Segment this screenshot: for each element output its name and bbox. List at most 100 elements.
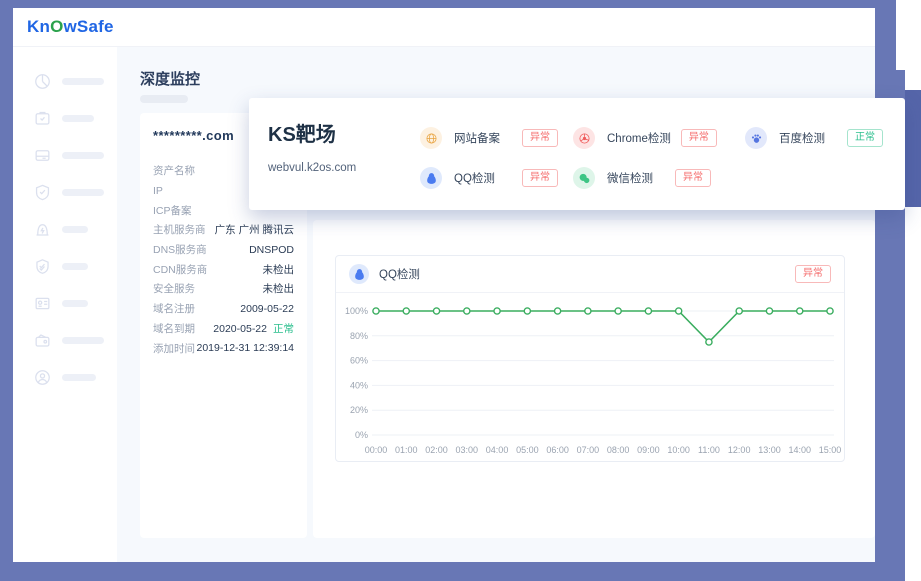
globe-icon — [420, 127, 442, 149]
detection-name: 网站备案 — [454, 133, 500, 145]
assets-box-icon — [35, 111, 50, 125]
sidebar-item-assets[interactable] — [13, 100, 117, 137]
svg-text:04:00: 04:00 — [486, 445, 509, 455]
asset-row-label: IP — [153, 184, 163, 197]
sidebar-label-skeleton — [62, 263, 88, 270]
asset-row-label: ICP备案 — [153, 204, 192, 217]
svg-text:07:00: 07:00 — [577, 445, 600, 455]
alarm-icon — [36, 224, 49, 236]
sidebar-item-dashboard[interactable] — [13, 63, 117, 100]
subtitle-skeleton — [140, 95, 188, 103]
asset-row-label: 域名到期 — [153, 322, 195, 335]
sidebar-label-skeleton — [62, 300, 88, 307]
detection-item-baidu[interactable]: 百度检测 正常 — [745, 127, 905, 149]
sidebar-nav — [13, 47, 117, 562]
asset-row-label: 主机服务商 — [153, 224, 206, 237]
svg-text:14:00: 14:00 — [788, 445, 811, 455]
next-card-peek-edge — [905, 90, 921, 207]
qq-line-chart: 0% 20% 40% 60% 80% 100% 00:00 01:00 02:00 03:00 04… — [345, 306, 842, 455]
svg-text:10:00: 10:00 — [667, 445, 690, 455]
detection-item-website-record[interactable]: 网站备案 异常 — [420, 127, 573, 149]
sidebar-item-wallet[interactable] — [13, 322, 117, 359]
asset-row-label: 域名注册 — [153, 303, 195, 316]
svg-text:03:00: 03:00 — [456, 445, 479, 455]
sidebar-item-id-card[interactable] — [13, 285, 117, 322]
knowsafe-logo[interactable]: KnOwSafe — [27, 17, 114, 37]
detection-status-badge: 异常 — [522, 129, 558, 147]
detection-status-badge: 异常 — [522, 169, 558, 187]
qq-icon — [349, 264, 369, 284]
target-summary-card: KS靶场 webvul.k2os.com 网站备案 异常 QQ检测 异常 — [249, 98, 905, 210]
asset-row-value: 2009-05-22 — [240, 302, 294, 315]
svg-text:08:00: 08:00 — [607, 445, 630, 455]
asset-row-value: 未检出 — [262, 263, 295, 276]
svg-text:15:00: 15:00 — [819, 445, 842, 455]
chart-status-badge: 异常 — [795, 265, 831, 283]
svg-text:06:00: 06:00 — [546, 445, 569, 455]
logo-text-post: wSafe — [63, 17, 114, 36]
target-head: KS靶场 webvul.k2os.com — [268, 118, 420, 210]
target-title: KS靶场 — [268, 124, 336, 146]
asset-row: 资产名称 — [153, 161, 294, 181]
svg-text:80%: 80% — [350, 331, 368, 341]
asset-row: DNS服务商 DNSPOD — [153, 240, 294, 260]
qq-icon — [420, 167, 442, 189]
sidebar-label-skeleton — [62, 115, 94, 122]
sidebar-item-servers[interactable] — [13, 137, 117, 174]
id-card-icon — [35, 297, 50, 310]
sidebar-label-skeleton — [62, 152, 104, 159]
asset-row-value: 未检出 — [262, 283, 295, 296]
svg-text:01:00: 01:00 — [395, 445, 418, 455]
svg-text:0%: 0% — [355, 430, 368, 440]
sidebar-item-alarm[interactable] — [13, 211, 117, 248]
asset-row-value: DNSPOD — [249, 243, 294, 256]
asset-row: ICP备案 — [153, 200, 294, 220]
svg-text:00:00: 00:00 — [365, 445, 388, 455]
svg-text:02:00: 02:00 — [425, 445, 448, 455]
sidebar-item-user[interactable] — [13, 359, 117, 396]
asset-row: 安全服务 未检出 — [153, 279, 294, 299]
asset-row: CDN服务商 未检出 — [153, 259, 294, 279]
logo-text-pre: Kn — [27, 17, 51, 36]
dashboard-page: KnOwSafe — [13, 8, 875, 562]
logo-o-mark: O — [50, 17, 64, 36]
sidebar-item-shield-check[interactable] — [13, 174, 117, 211]
asset-row-label: CDN服务商 — [153, 263, 208, 276]
detection-status-badge: 异常 — [680, 129, 717, 147]
shield-check-icon — [35, 184, 50, 201]
asset-row-label: DNS服务商 — [153, 244, 207, 257]
asset-status-normal: 正常 — [273, 322, 294, 335]
sidebar-label-skeleton — [62, 226, 88, 233]
svg-text:05:00: 05:00 — [516, 445, 539, 455]
svg-text:20%: 20% — [350, 405, 368, 415]
detection-item-wechat[interactable]: 微信检测 异常 — [573, 167, 745, 189]
asset-row-label: 资产名称 — [153, 165, 195, 178]
sidebar-label-skeleton — [62, 374, 96, 381]
detection-name: Chrome检测 — [607, 133, 671, 145]
detection-name: QQ检测 — [454, 173, 495, 185]
asset-row: 域名到期 2020-05-22 正常 — [153, 319, 294, 339]
asset-row: 主机服务商 广东 广州 腾讯云 — [153, 220, 294, 240]
asset-row-label: 添加时间 — [153, 342, 195, 355]
chart-card-header: QQ检测 异常 — [336, 256, 844, 293]
sidebar-item-shield-verify[interactable] — [13, 248, 117, 285]
target-domain: webvul.k2os.com — [268, 162, 357, 174]
chart-body: 0% 20% 40% 60% 80% 100% 00:00 01:00 02:00 03:00 04… — [336, 293, 844, 466]
detection-item-chrome[interactable]: Chrome检测 异常 — [573, 127, 745, 149]
detection-item-qq[interactable]: QQ检测 异常 — [420, 167, 573, 189]
asset-row: 域名注册 2009-05-22 — [153, 299, 294, 319]
dashboard-icon — [35, 74, 50, 89]
baidu-paw-icon — [745, 127, 767, 149]
detection-grid: 网站备案 异常 QQ检测 异常 Chrome检测 异常 — [420, 118, 905, 210]
wechat-icon — [573, 167, 595, 189]
asset-expiry-date: 2020-05-22 — [213, 322, 267, 335]
asset-row-label: 安全服务 — [153, 283, 195, 296]
page-title: 深度监控 — [140, 71, 201, 88]
qq-check-chart-card: QQ检测 异常 0% 20% 40% 60% 80% 100% 00:00 01:00 02:0… — [335, 255, 845, 462]
svg-text:40%: 40% — [350, 380, 368, 390]
svg-text:60%: 60% — [350, 356, 368, 366]
detection-name: 微信检测 — [607, 173, 653, 185]
asset-domain: *********.com — [153, 128, 235, 143]
shield-double-check-icon — [36, 259, 49, 274]
